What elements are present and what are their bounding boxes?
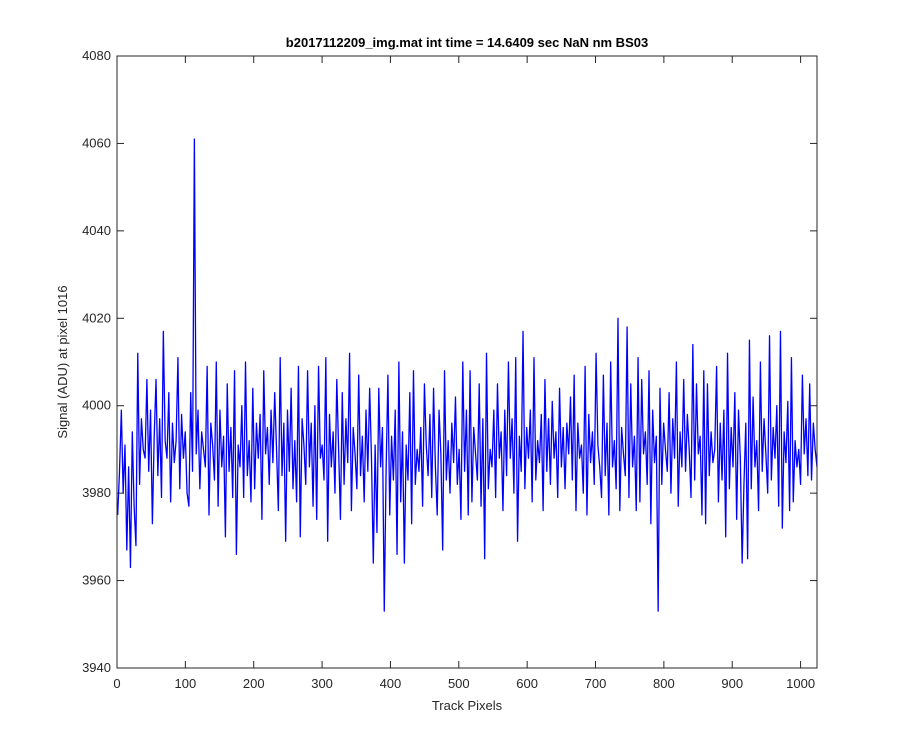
y-tick-label: 4040 xyxy=(82,223,111,238)
plot-area xyxy=(117,56,817,668)
y-tick-label: 4000 xyxy=(82,398,111,413)
x-tick-label: 400 xyxy=(380,676,402,691)
y-tick-label: 4060 xyxy=(82,135,111,150)
plot-frame xyxy=(116,55,818,669)
x-tick-label: 0 xyxy=(113,676,120,691)
y-tick-label: 4020 xyxy=(82,310,111,325)
chart-title: b2017112209_img.mat int time = 14.6409 s… xyxy=(286,35,648,50)
signal-series-line xyxy=(117,138,818,612)
y-tick-label: 4080 xyxy=(82,48,111,63)
x-axis-ticks: 0 100 200 300 400 500 600 700 800 900 1000 xyxy=(113,56,815,691)
x-axis-label: Track Pixels xyxy=(432,698,503,713)
y-tick-label: 3940 xyxy=(82,660,111,675)
y-tick-label: 3980 xyxy=(82,485,111,500)
x-tick-label: 800 xyxy=(653,676,675,691)
x-tick-label: 300 xyxy=(311,676,333,691)
x-tick-label: 700 xyxy=(585,676,607,691)
y-tick-label: 3960 xyxy=(82,573,111,588)
x-tick-label: 900 xyxy=(721,676,743,691)
y-axis-ticks: 3940 3960 3980 4000 4020 4040 4060 4080 xyxy=(82,48,817,675)
x-tick-label: 1000 xyxy=(786,676,815,691)
x-tick-label: 500 xyxy=(448,676,470,691)
x-tick-label: 600 xyxy=(516,676,538,691)
y-axis-label: Signal (ADU) at pixel 1016 xyxy=(55,285,70,438)
data-layer xyxy=(117,138,818,612)
x-tick-label: 200 xyxy=(243,676,265,691)
x-tick-label: 100 xyxy=(175,676,197,691)
